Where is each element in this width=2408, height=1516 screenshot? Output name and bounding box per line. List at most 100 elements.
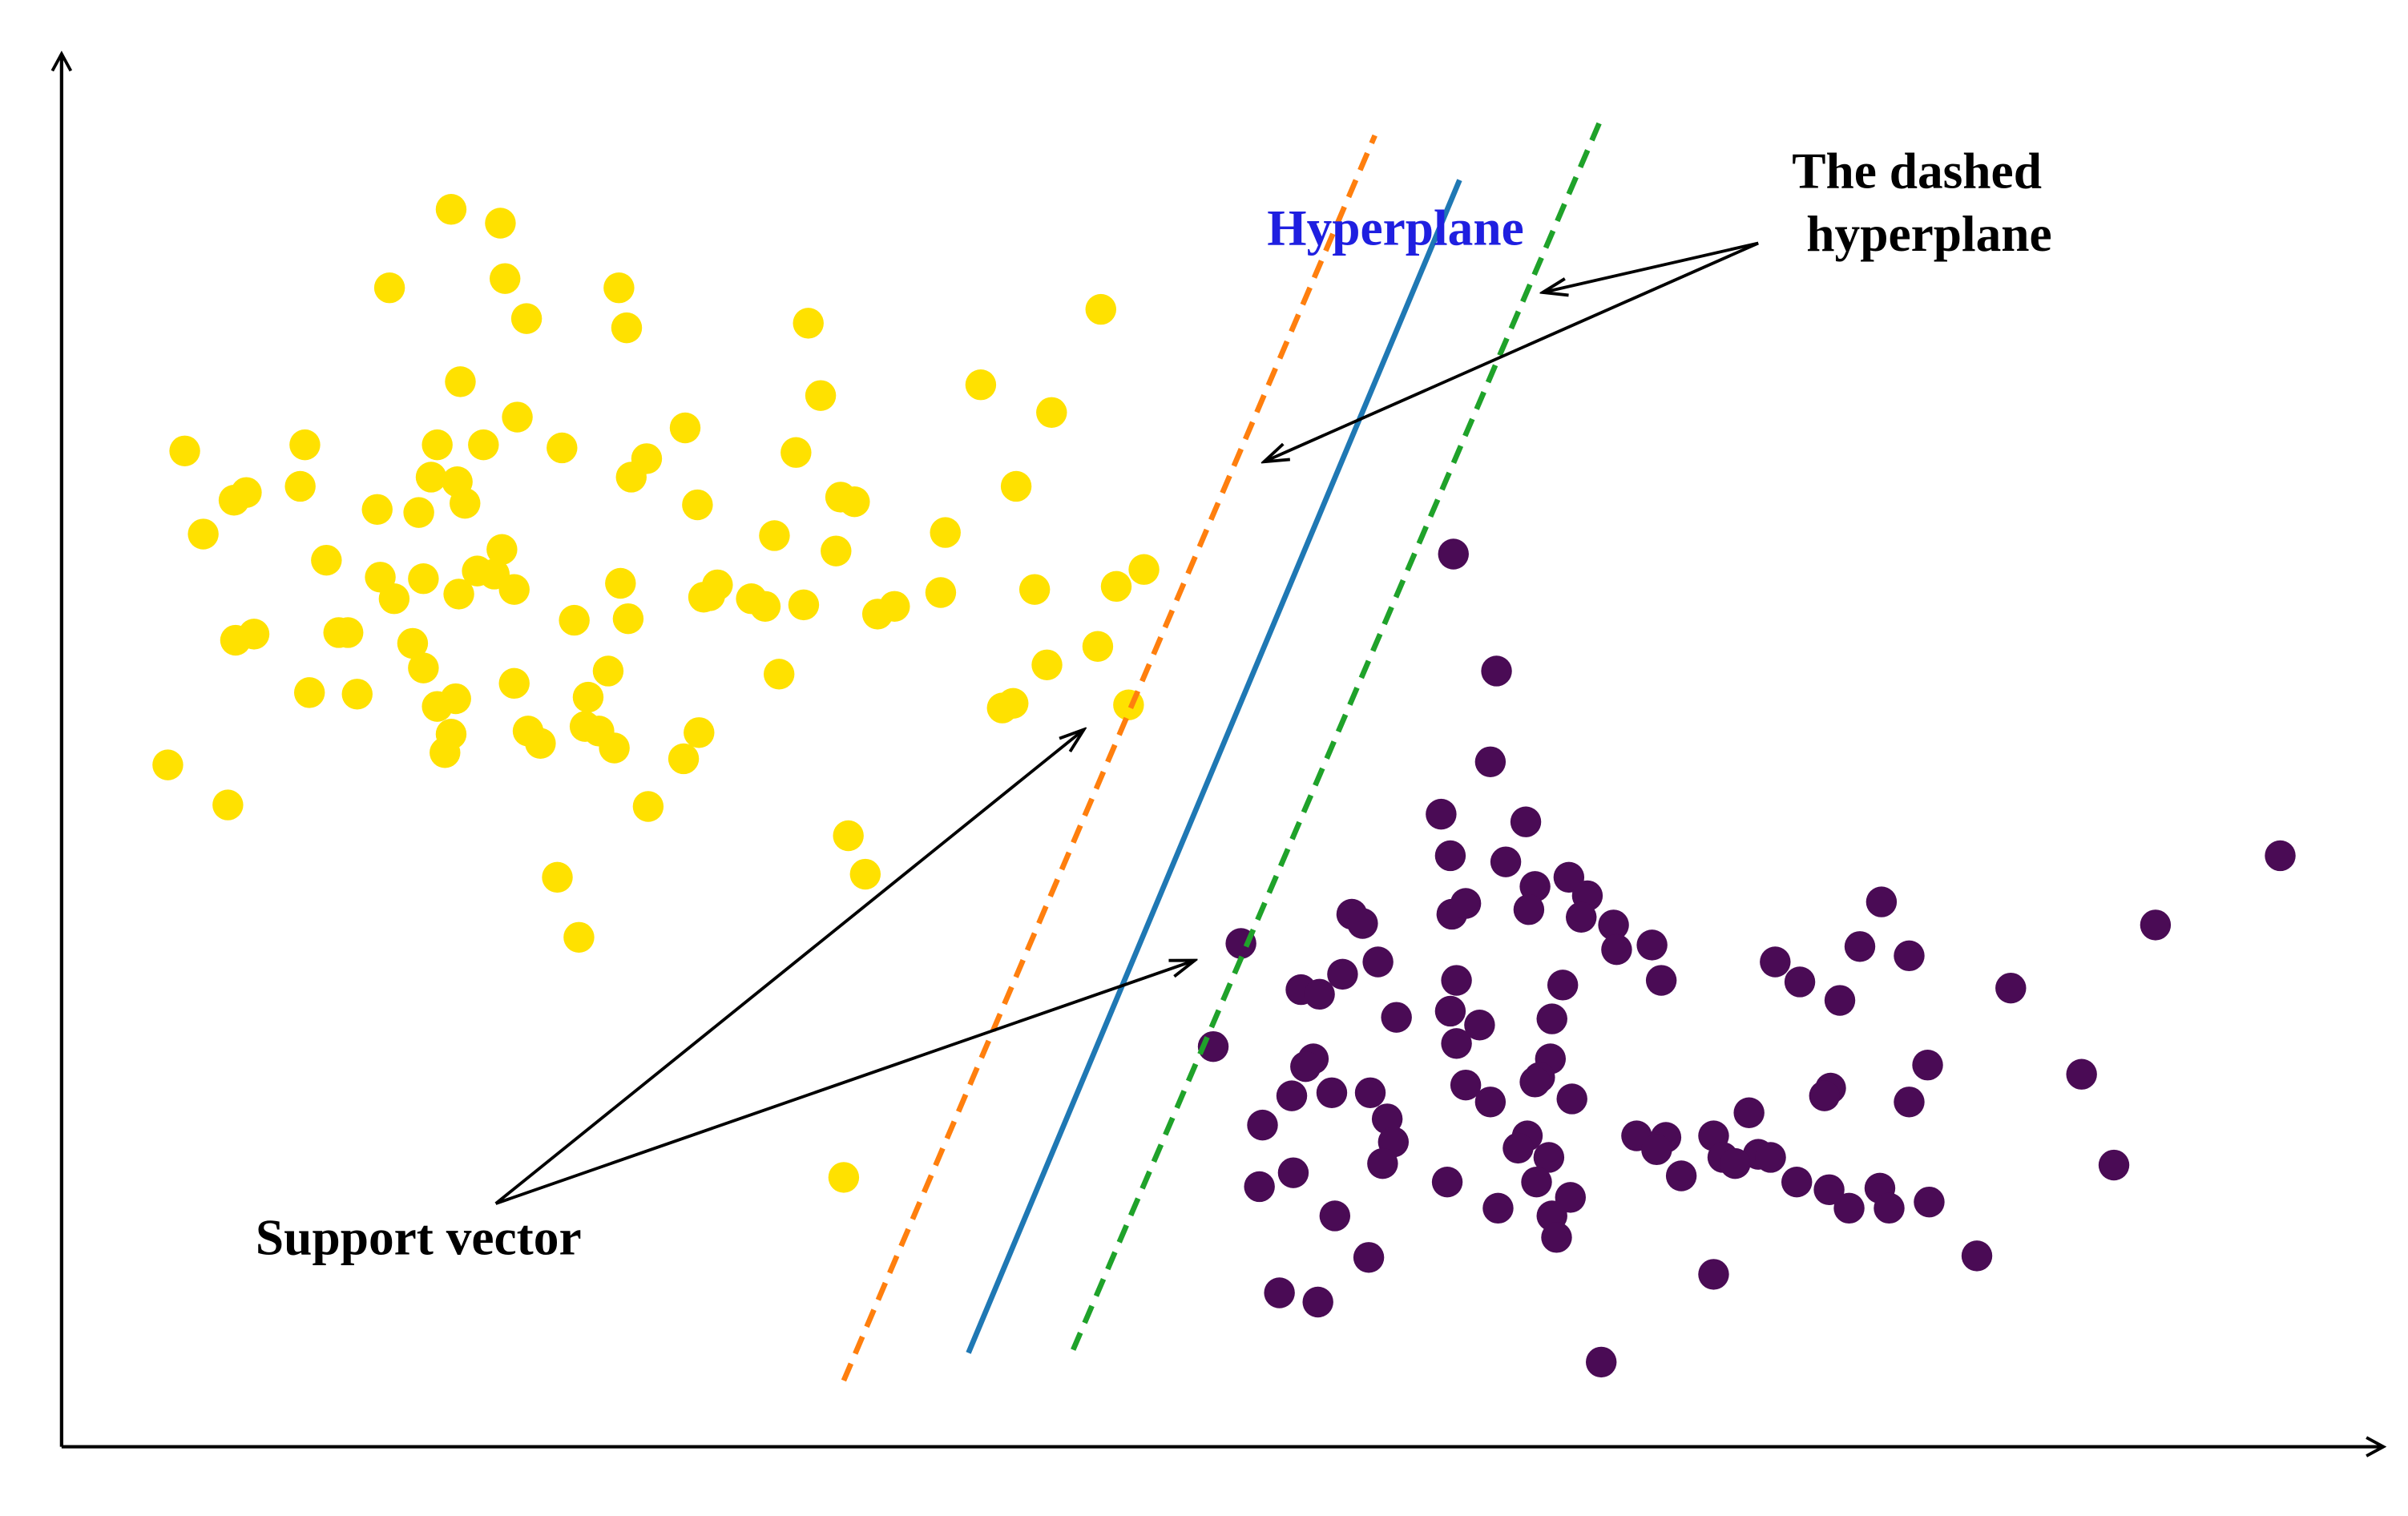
class-a-point xyxy=(603,272,635,304)
class-b-point xyxy=(1513,893,1545,925)
class-a-point xyxy=(378,583,410,615)
class-b-point xyxy=(1302,1286,1333,1318)
class-b-point xyxy=(1519,871,1551,902)
class-a-point xyxy=(684,717,715,748)
class-b-point xyxy=(1533,1142,1565,1173)
class-a-point xyxy=(284,470,316,502)
class-b-point xyxy=(1367,1147,1398,1179)
class-b-point xyxy=(1450,888,1482,919)
class-b-point xyxy=(1434,840,1466,872)
class-b-points xyxy=(1197,538,2296,1378)
class-a-point xyxy=(408,563,439,595)
class-b-point xyxy=(1865,886,1898,917)
hyperplane-label: Hyperplane xyxy=(1267,200,1523,256)
class-b-point xyxy=(1720,1147,1751,1179)
class-a-point xyxy=(1018,574,1051,605)
support-vector-arrow-upper xyxy=(494,729,1084,1205)
class-a-point xyxy=(489,263,521,294)
class-a-point xyxy=(435,194,467,225)
class-b-point xyxy=(1824,985,1856,1016)
class-a-point xyxy=(502,401,533,433)
class-b-point xyxy=(2265,840,2296,872)
class-a-point xyxy=(212,789,244,820)
class-a-point xyxy=(849,858,881,890)
class-b-point xyxy=(1912,1049,1943,1081)
class-b-point xyxy=(1760,946,1791,978)
class-a-point xyxy=(688,582,720,613)
class-a-point xyxy=(498,574,530,605)
class-a-point xyxy=(759,520,790,551)
class-b-point xyxy=(1316,1077,1348,1108)
class-b-point xyxy=(1995,972,2027,1004)
class-a-point xyxy=(293,677,325,708)
class-a-point xyxy=(445,366,476,397)
class-a-point xyxy=(805,380,837,411)
class-a-point xyxy=(669,412,701,444)
class-b-point xyxy=(1601,933,1632,966)
class-a-point xyxy=(828,1162,860,1193)
class-a-point xyxy=(559,604,590,636)
class-b-point xyxy=(2140,909,2172,941)
class-b-point xyxy=(1809,1080,1841,1111)
support-vector-arrow-lower xyxy=(495,961,1195,1205)
class-b-point xyxy=(1914,1186,1945,1218)
class-b-point xyxy=(1276,1080,1308,1111)
class-b-point xyxy=(1636,929,1668,961)
class-b-point xyxy=(1474,746,1507,778)
class-b-point xyxy=(1353,1242,1385,1273)
class-a-point xyxy=(615,462,647,493)
class-b-point xyxy=(1304,978,1335,1010)
class-a-point xyxy=(373,272,405,304)
class-a-point xyxy=(788,589,820,621)
class-a-point xyxy=(965,369,997,401)
class-a-point xyxy=(930,517,961,548)
class-b-point xyxy=(1733,1097,1765,1128)
class-a-point xyxy=(361,494,393,525)
class-a-point xyxy=(450,487,481,519)
class-a-point xyxy=(422,429,453,461)
class-b-point xyxy=(1481,655,1512,687)
class-b-point xyxy=(1510,806,1542,837)
class-a-point xyxy=(485,208,516,239)
class-b-point xyxy=(1961,1240,1993,1272)
class-b-point xyxy=(1556,1083,1587,1115)
class-a-point xyxy=(1100,571,1132,603)
class-a-point xyxy=(169,435,200,467)
class-b-point xyxy=(1290,1050,1321,1083)
class-b-point xyxy=(1371,1103,1403,1135)
class-b-point xyxy=(1347,908,1378,939)
class-a-point xyxy=(1085,293,1116,325)
hyperplane-line xyxy=(966,179,1462,1354)
class-b-point xyxy=(1362,946,1394,978)
class-b-point xyxy=(1381,1002,1412,1033)
class-b-point xyxy=(1566,901,1597,933)
dashed-hyperplane-arrow-left xyxy=(1264,241,1759,462)
class-b-point xyxy=(1438,538,1469,570)
class-b-point xyxy=(1547,970,1579,1001)
class-a-point xyxy=(547,432,578,464)
class-b-point xyxy=(2098,1149,2130,1181)
class-b-point xyxy=(1327,958,1358,990)
dashed-hyperplane-label-line2: hyperplane xyxy=(1806,206,2051,262)
class-b-point xyxy=(1874,1192,1905,1224)
class-b-point xyxy=(1813,1174,1845,1205)
class-a-point xyxy=(682,489,713,521)
class-b-point xyxy=(1482,1192,1514,1224)
class-b-point xyxy=(1521,1166,1552,1198)
class-b-point xyxy=(1585,1346,1617,1378)
class-b-point xyxy=(1844,931,1876,962)
class-a-point xyxy=(563,921,595,953)
class-a-point xyxy=(341,679,373,710)
class-a-point xyxy=(152,749,184,780)
class-b-point xyxy=(1490,846,1522,877)
class-a-point xyxy=(430,737,461,768)
class-b-point xyxy=(1755,1142,1786,1173)
class-b-point xyxy=(1247,1109,1278,1141)
class-a-point xyxy=(879,591,910,623)
class-b-point xyxy=(1645,965,1677,996)
class-a-point xyxy=(333,617,364,648)
class-a-point xyxy=(1000,470,1032,502)
class-a-point xyxy=(839,486,870,518)
class-a-point xyxy=(780,437,812,468)
